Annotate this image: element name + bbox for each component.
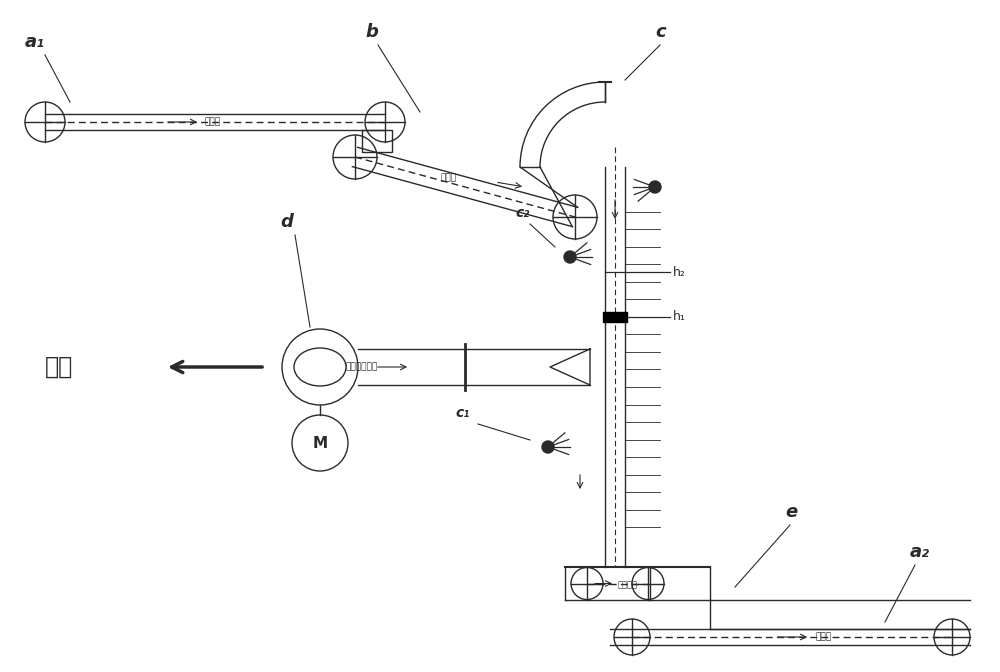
Text: c₁: c₁ xyxy=(455,406,469,420)
Circle shape xyxy=(542,441,554,453)
Text: 抽风: 抽风 xyxy=(45,355,73,379)
Text: a₂: a₂ xyxy=(910,543,930,561)
Circle shape xyxy=(564,251,576,263)
Bar xyxy=(603,312,627,322)
Text: h₁: h₁ xyxy=(673,310,686,323)
Text: c: c xyxy=(655,23,666,41)
Text: M: M xyxy=(312,435,328,450)
Text: 料方向: 料方向 xyxy=(440,173,456,183)
Text: e: e xyxy=(785,503,797,521)
Circle shape xyxy=(649,181,661,193)
Text: c₂: c₂ xyxy=(515,206,529,220)
Text: 空气流动方向: 空气流动方向 xyxy=(345,362,377,372)
Text: h₂: h₂ xyxy=(673,265,686,278)
Text: 料方向: 料方向 xyxy=(815,632,831,642)
Text: b: b xyxy=(365,23,378,41)
Bar xyxy=(362,130,392,152)
Text: a₁: a₁ xyxy=(25,33,45,51)
Text: 料方向: 料方向 xyxy=(205,118,221,126)
Text: 给料方向: 给料方向 xyxy=(618,580,638,589)
Text: d: d xyxy=(280,213,293,231)
